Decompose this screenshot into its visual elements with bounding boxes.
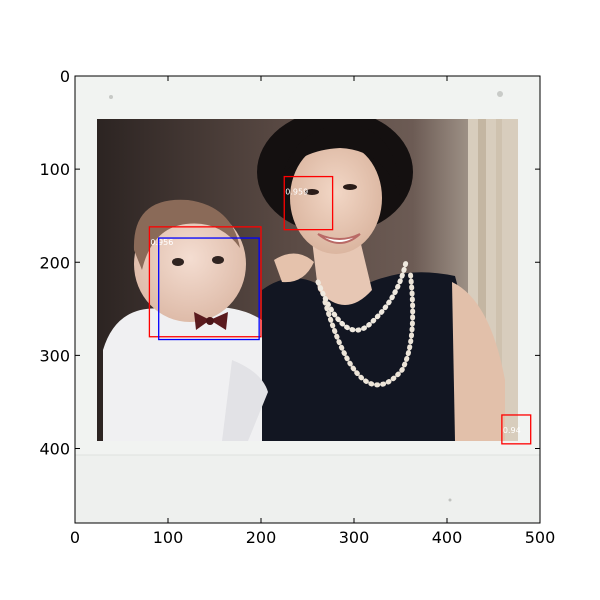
x-tick-label-200: 200 [246, 528, 277, 547]
detection-score-child-face-red: 0.956 [150, 238, 173, 247]
x-tick-label-100: 100 [153, 528, 184, 547]
detection-box-child-face-blue [158, 237, 260, 341]
detection-score-woman-face: 0.959 [285, 188, 308, 197]
axes-frame [74, 75, 541, 524]
x-tick-label-0: 0 [70, 528, 80, 547]
photo-scene [75, 76, 540, 523]
y-tick-label-300: 300 [39, 346, 70, 365]
y-tick-label-200: 200 [39, 253, 70, 272]
x-tick-label-500: 500 [525, 528, 556, 547]
y-tick-label-100: 100 [39, 160, 70, 179]
detection-box-woman-face [283, 175, 334, 231]
y-tick-label-0: 0 [60, 67, 70, 86]
ticks-layer: 0 100 200 300 400 500 0 100 200 300 400 [39, 67, 555, 547]
detection-box-child-face-red [148, 226, 262, 338]
x-tick-label-400: 400 [432, 528, 463, 547]
photo-image [97, 119, 518, 441]
polaroid-bottom-strip [75, 455, 540, 523]
x-tick-label-300: 300 [339, 528, 370, 547]
y-tick-label-400: 400 [39, 440, 70, 459]
detection-score-corner-detection: 0.94 [503, 426, 521, 435]
detections-layer: 0.959 0.956 0.94 [148, 175, 532, 445]
detection-box-corner-detection [501, 414, 532, 445]
